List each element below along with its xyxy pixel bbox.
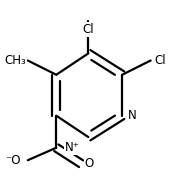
Text: CH₃: CH₃	[4, 54, 26, 67]
Text: ⁻O: ⁻O	[5, 154, 21, 167]
Text: N: N	[127, 109, 136, 122]
Text: Cl: Cl	[83, 23, 94, 36]
Text: Cl: Cl	[154, 54, 166, 67]
Text: N⁺: N⁺	[65, 141, 80, 154]
Text: O: O	[85, 157, 94, 170]
